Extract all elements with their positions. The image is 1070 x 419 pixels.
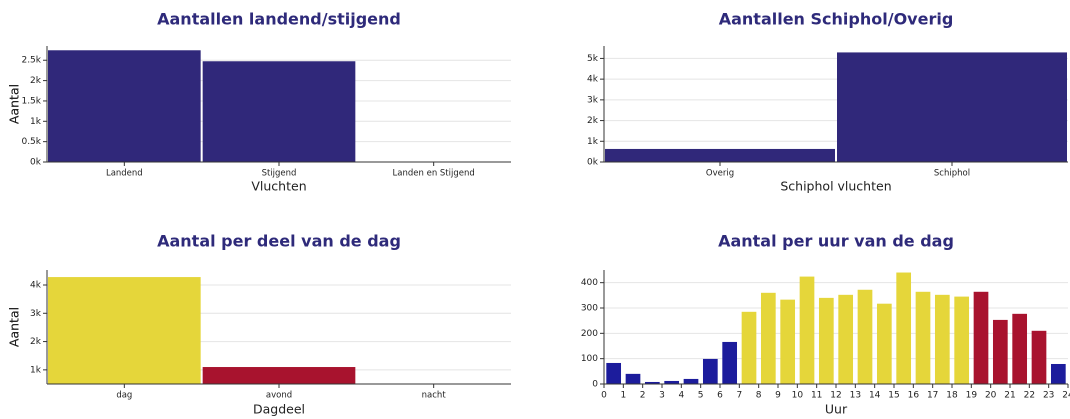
- y-tick-label: 0k: [587, 158, 599, 168]
- y-tick-label: 300: [581, 304, 598, 314]
- x-tick-label: Overig: [706, 169, 734, 179]
- y-tick-label: 0.5k: [21, 137, 41, 147]
- x-tick-label: 22: [1024, 391, 1035, 401]
- x-tick-label: 21: [1004, 391, 1015, 401]
- x-tick-label: nacht: [422, 391, 447, 401]
- x-tick-label: 6: [717, 391, 723, 401]
- x-tick-label: 1: [620, 391, 626, 401]
- x-tick-label: avond: [266, 391, 292, 401]
- x-tick-label: 11: [811, 391, 822, 401]
- x-tick-label: 23: [1043, 391, 1054, 401]
- y-tick-label: 1k: [30, 117, 42, 127]
- x-tick-label: Stijgend: [262, 169, 297, 179]
- bar: [876, 303, 892, 384]
- x-tick-label: 13: [850, 391, 861, 401]
- y-tick-label: 0k: [30, 158, 42, 168]
- x-tick-label: 0: [601, 391, 607, 401]
- x-tick-label: 7: [736, 391, 742, 401]
- bar: [48, 50, 201, 163]
- y-axis-label: Aantal: [7, 307, 22, 347]
- bar: [1012, 313, 1028, 384]
- bar: [838, 294, 854, 384]
- y-tick-label: 4k: [587, 75, 599, 85]
- x-axis-label: Uur: [825, 402, 848, 417]
- bar: [664, 380, 680, 384]
- x-tick-label: 19: [966, 391, 978, 401]
- chart-title: Aantallen Schiphol/Overig: [719, 10, 954, 29]
- x-tick-label: Landend: [106, 169, 143, 179]
- y-tick-label: 1k: [30, 365, 42, 375]
- chart-title: Aantallen landend/stijgend: [157, 10, 401, 29]
- y-axis-label: Aantal: [7, 84, 22, 124]
- x-tick-label: Landen en Stijgend: [393, 169, 475, 179]
- x-tick-label: 5: [698, 391, 704, 401]
- x-tick-label: 24: [1062, 391, 1070, 401]
- x-tick-label: 12: [830, 391, 841, 401]
- bar: [1031, 330, 1047, 384]
- y-axis-label: Aantal: [7, 84, 22, 124]
- bar: [954, 296, 970, 384]
- bar: [799, 276, 815, 384]
- y-tick-label: 0: [592, 380, 598, 390]
- x-tick-label: 8: [756, 391, 762, 401]
- y-tick-label: 3k: [587, 95, 599, 105]
- x-axis-label: Dagdeel: [253, 402, 305, 417]
- bar: [857, 289, 873, 384]
- bar: [202, 61, 356, 163]
- x-tick-label: 10: [792, 391, 804, 401]
- x-tick-label: 4: [678, 391, 684, 401]
- y-tick-label: 1k: [587, 137, 599, 147]
- bar: [973, 291, 989, 384]
- bar: [992, 319, 1008, 384]
- bar: [741, 311, 757, 384]
- bar: [934, 294, 950, 384]
- y-tick-label: 2k: [587, 116, 599, 126]
- bar: [606, 362, 622, 384]
- bar: [202, 367, 356, 384]
- bar: [644, 381, 660, 384]
- bar: [722, 341, 738, 384]
- bar: [896, 272, 912, 384]
- x-tick-label: dag: [116, 391, 132, 401]
- y-tick-label: 3k: [30, 309, 42, 319]
- x-tick-label: 16: [908, 391, 920, 401]
- bar: [1050, 363, 1066, 384]
- y-tick-label: 2.5k: [21, 56, 41, 66]
- x-tick-label: 17: [927, 391, 938, 401]
- y-tick-label: 5k: [587, 54, 599, 64]
- chart-title: Aantal per uur van de dag: [718, 232, 954, 251]
- y-tick-label: 1.5k: [21, 96, 41, 106]
- bar: [702, 358, 718, 384]
- y-axis-label: Aantal: [7, 307, 22, 347]
- bar: [760, 292, 776, 384]
- y-tick-label: 4k: [30, 280, 42, 290]
- x-tick-label: 15: [888, 391, 899, 401]
- bar: [915, 291, 931, 384]
- x-tick-label: 20: [985, 391, 997, 401]
- bar: [780, 299, 796, 384]
- bar: [48, 277, 201, 384]
- y-tick-label: 2k: [30, 337, 42, 347]
- bar: [605, 148, 835, 162]
- x-tick-label: 18: [946, 391, 958, 401]
- bar: [818, 297, 834, 384]
- x-tick-label: Schiphol: [934, 169, 970, 179]
- bar: [837, 52, 1067, 162]
- y-tick-label: 100: [581, 354, 598, 364]
- x-tick-label: 14: [869, 391, 881, 401]
- x-tick-label: 3: [659, 391, 665, 401]
- x-axis-label: Vluchten: [251, 179, 306, 194]
- bar: [625, 373, 641, 384]
- y-tick-label: 2k: [30, 76, 42, 86]
- bar: [683, 378, 699, 384]
- x-axis-label: Schiphol vluchten: [780, 179, 891, 194]
- y-tick-label: 200: [581, 329, 598, 339]
- chart-title: Aantal per deel van de dag: [157, 232, 401, 251]
- x-tick-label: 2: [640, 391, 646, 401]
- y-tick-label: 400: [581, 278, 598, 288]
- x-tick-label: 9: [775, 391, 781, 401]
